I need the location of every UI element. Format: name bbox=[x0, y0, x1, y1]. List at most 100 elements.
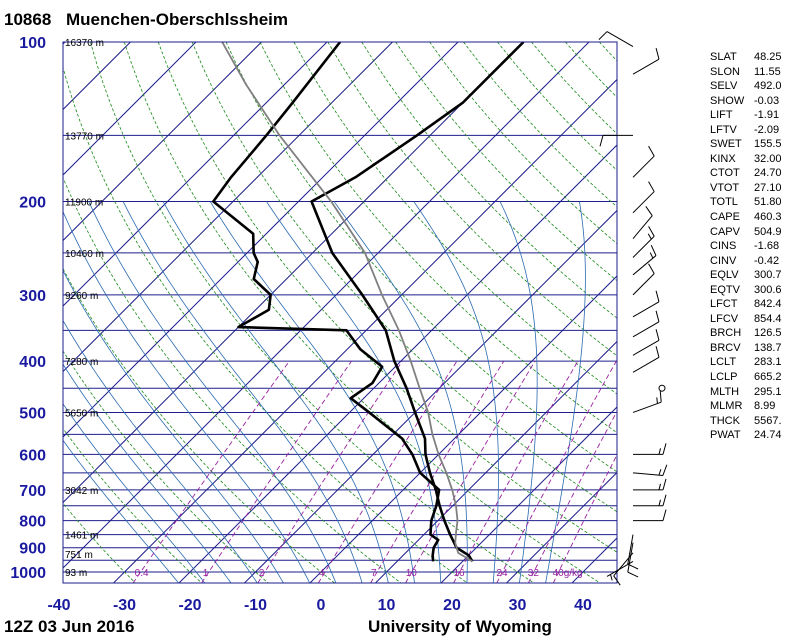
dry-adiabat bbox=[395, 42, 617, 282]
wind-barb-flag bbox=[655, 346, 660, 358]
index-value: -0.42 bbox=[754, 254, 780, 267]
moist-adiabat bbox=[162, 201, 389, 583]
index-name: LCLP bbox=[710, 371, 738, 384]
wind-barb-flag bbox=[650, 244, 657, 256]
wind-barb-staff bbox=[632, 58, 660, 75]
mixing-ratio-line bbox=[496, 360, 617, 583]
wind-barb-staff bbox=[632, 215, 653, 239]
index-name: CINS bbox=[710, 240, 737, 253]
mixing-ratio-label: 10 bbox=[406, 568, 418, 579]
index-row: CTOT 24.70 bbox=[710, 166, 782, 181]
index-row: CAPE 460.3 bbox=[710, 210, 782, 225]
mixing-ratio-line bbox=[453, 360, 579, 583]
index-row: KINX 32.00 bbox=[710, 152, 782, 167]
wind-barb-flag bbox=[648, 181, 655, 192]
mixing-ratio-line bbox=[552, 453, 617, 583]
wind-barb-staff bbox=[632, 191, 655, 214]
moist-adiabat bbox=[63, 439, 180, 583]
index-value: -1.91 bbox=[754, 109, 780, 122]
index-row: THCK 5567. bbox=[710, 414, 782, 429]
isotherm bbox=[112, 78, 617, 583]
wind-barb-flag bbox=[662, 494, 667, 506]
temperature-tick-label: 10 bbox=[378, 597, 396, 614]
moist-adiabat bbox=[545, 201, 586, 583]
wind-calm-marker bbox=[658, 384, 666, 392]
wind-barb-half-flag bbox=[649, 252, 654, 259]
temperature-tick-label: -40 bbox=[47, 597, 70, 614]
plot-frame bbox=[62, 41, 618, 584]
dry-adiabat bbox=[157, 42, 617, 553]
index-row: LFCV 854.4 bbox=[710, 312, 782, 327]
wind-barb-flag bbox=[648, 226, 655, 237]
isotherm bbox=[178, 144, 617, 583]
mixing-ratio-line bbox=[201, 360, 352, 583]
pressure-tick-label: 800 bbox=[19, 514, 46, 531]
wind-barb-staff bbox=[632, 339, 660, 356]
observation-time: 12Z 03 Jun 2016 bbox=[4, 617, 135, 636]
wind-barb-half-flag bbox=[658, 469, 662, 476]
index-value: 138.7 bbox=[754, 341, 782, 354]
index-row: LFTV -2.09 bbox=[710, 123, 782, 138]
index-row: BRCV 138.7 bbox=[710, 341, 782, 356]
wind-barb-flag bbox=[598, 31, 608, 40]
pressure-tick-label: 600 bbox=[19, 447, 46, 464]
index-name: LFCT bbox=[710, 298, 738, 311]
wind-barb-flag bbox=[613, 575, 621, 586]
dry-adiabat bbox=[123, 42, 601, 583]
pressure-tick-label: 500 bbox=[19, 405, 46, 422]
wind-barb-staff bbox=[632, 155, 655, 178]
index-name: CAPE bbox=[710, 211, 740, 224]
moist-adiabat bbox=[63, 269, 284, 583]
index-row: LCLP 665.2 bbox=[710, 370, 782, 385]
isotherm bbox=[440, 406, 617, 583]
wind-barb-staff bbox=[632, 273, 655, 296]
wind-barb-flag bbox=[627, 571, 639, 578]
dry-adiabat bbox=[63, 350, 269, 583]
index-value: 300.7 bbox=[754, 269, 782, 282]
wind-barb-flag bbox=[655, 48, 660, 60]
index-value: -1.68 bbox=[754, 240, 780, 253]
wind-barb-flag bbox=[659, 390, 662, 403]
index-row: CAPV 504.9 bbox=[710, 225, 782, 240]
index-row: PWAT 24.74 bbox=[710, 428, 782, 443]
moist-adiabat bbox=[88, 201, 337, 583]
dry-adiabat bbox=[259, 42, 617, 434]
wind-barb-half-flag bbox=[656, 397, 658, 404]
temperature-tick-label: 20 bbox=[443, 597, 461, 614]
wind-barb-half-flag bbox=[658, 499, 661, 506]
wind-barb-flag bbox=[648, 263, 655, 274]
dry-adiabat bbox=[361, 42, 617, 319]
height-label: 11900 m bbox=[65, 198, 103, 209]
index-name: SWET bbox=[710, 138, 742, 151]
index-value: 155.5 bbox=[754, 138, 782, 151]
index-row: SHOW -0.03 bbox=[710, 94, 782, 109]
temperature-tick-label: 30 bbox=[509, 597, 527, 614]
index-value: 8.99 bbox=[754, 400, 776, 413]
index-name: PWAT bbox=[710, 429, 741, 442]
pressure-tick-label: 200 bbox=[19, 195, 46, 212]
index-name: EQLV bbox=[710, 269, 739, 282]
wind-barb-staff bbox=[613, 552, 634, 577]
isotherm bbox=[374, 340, 617, 583]
index-row: SWET 155.5 bbox=[710, 137, 782, 152]
height-label: 13770 m bbox=[65, 131, 104, 142]
index-name: SLON bbox=[710, 65, 740, 78]
mixing-ratio-label: 24 bbox=[496, 568, 508, 579]
stability-indices: SLAT 48.25 SLON 11.55 SELV 492.0 SHOW -0.03 LIFT… bbox=[710, 50, 782, 443]
index-value: 300.6 bbox=[754, 283, 782, 296]
index-name: SLAT bbox=[710, 51, 737, 63]
index-row: CINV -0.42 bbox=[710, 254, 782, 269]
wind-barb-flag bbox=[655, 290, 660, 302]
pressure-tick-label: 400 bbox=[19, 354, 46, 371]
mixing-ratio-label: 0.4 bbox=[135, 568, 149, 579]
isotherm bbox=[505, 471, 617, 583]
wind-barb-staff bbox=[627, 534, 634, 565]
mixing-ratio-label: 2 bbox=[259, 568, 265, 579]
index-value: -2.09 bbox=[754, 123, 780, 136]
moist-adiabat bbox=[209, 201, 415, 583]
index-row: SLON 11.55 bbox=[710, 65, 782, 80]
mixing-ratio-line bbox=[527, 410, 617, 583]
temperature-tick-label: 0 bbox=[317, 597, 326, 614]
wind-barb-flag bbox=[662, 509, 667, 521]
moist-adiabat bbox=[63, 403, 206, 583]
